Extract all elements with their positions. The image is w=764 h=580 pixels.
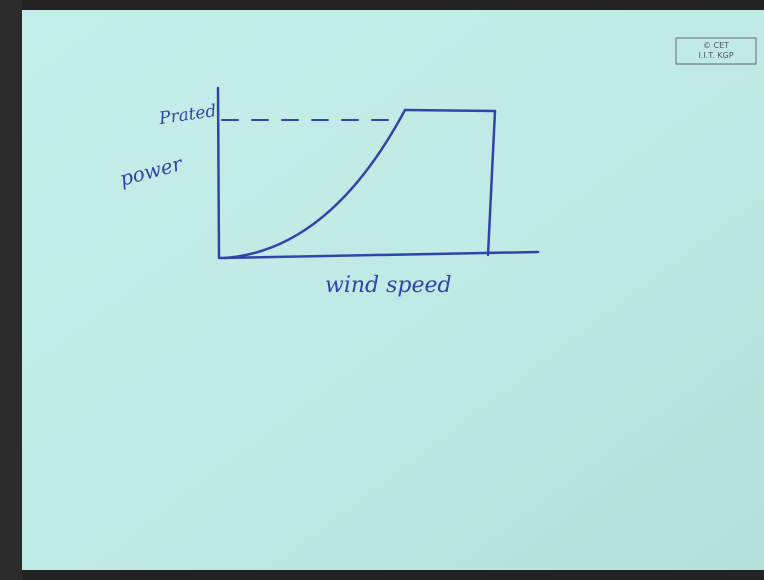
watermark-line: © CET <box>703 41 729 50</box>
page: © CET I.I.T. KGP Prated power wind speed… <box>0 0 764 580</box>
rated-plateau <box>405 110 495 111</box>
y-axis <box>218 88 219 258</box>
left-edge <box>0 0 22 580</box>
watermark-line: I.I.T. KGP <box>698 51 733 60</box>
slide: © CET I.I.T. KGP Prated power wind speed <box>0 0 764 580</box>
x-axis-label: wind speed <box>325 273 452 298</box>
